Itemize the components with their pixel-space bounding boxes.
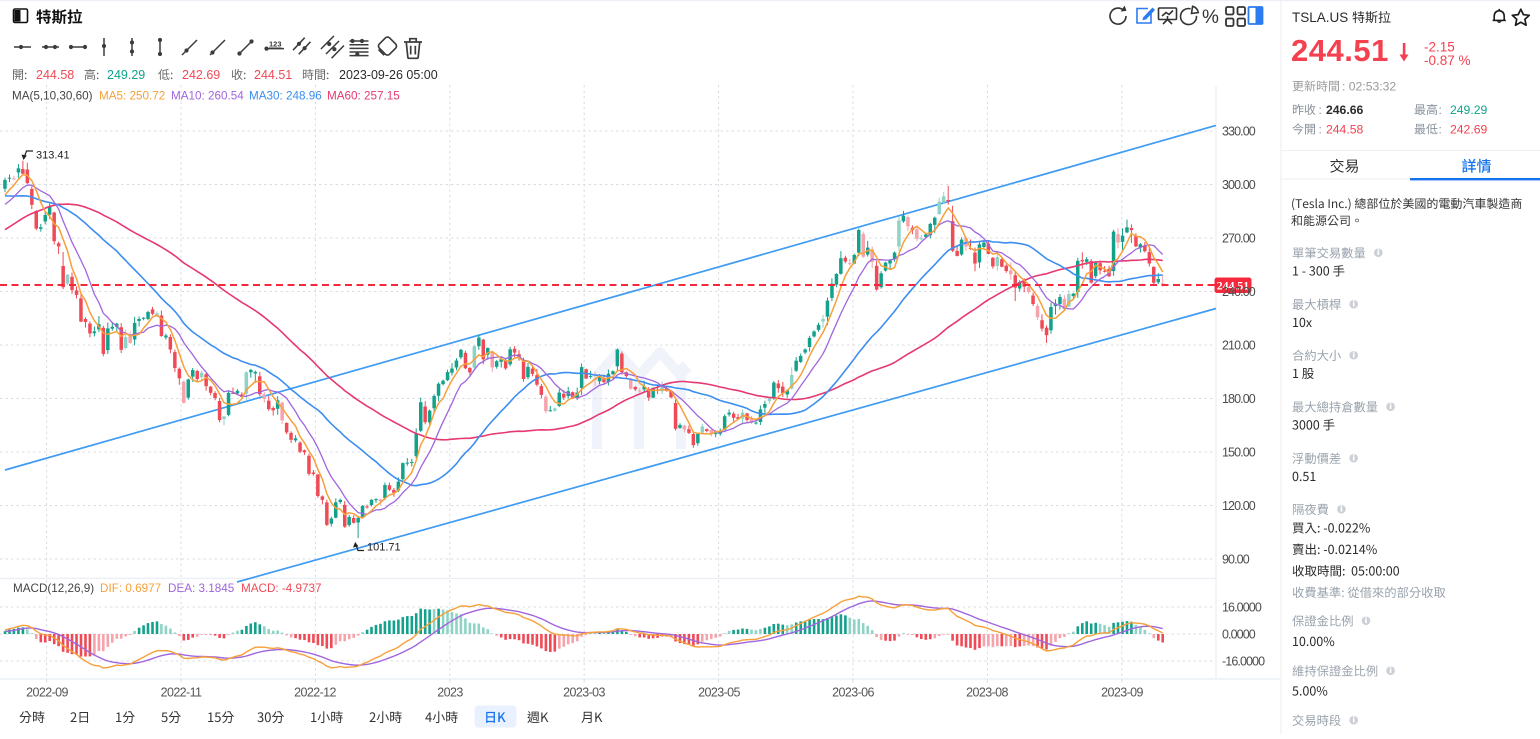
svg-text::: : <box>1439 103 1442 117</box>
svg-text:2023: 2023 <box>437 686 463 700</box>
svg-text:MA60: 257.15: MA60: 257.15 <box>327 90 400 103</box>
svg-text:300.00: 300.00 <box>1222 178 1256 192</box>
svg-text:120.00: 120.00 <box>1222 499 1256 513</box>
svg-text:330.00: 330.00 <box>1222 125 1256 139</box>
svg-text:244.51: 244.51 <box>1217 279 1250 293</box>
svg-text:249.29: 249.29 <box>1450 103 1487 117</box>
svg-text:242.69: 242.69 <box>182 68 220 82</box>
svg-text:244.51: 244.51 <box>1291 33 1389 68</box>
svg-text:150.00: 150.00 <box>1222 446 1256 460</box>
svg-text:101.71: 101.71 <box>367 542 401 554</box>
svg-text:0.0000: 0.0000 <box>1222 628 1256 642</box>
svg-text:MA(5,10,30,60): MA(5,10,30,60) <box>12 90 93 103</box>
svg-text:123: 123 <box>269 40 282 49</box>
svg-text:DIF: 0.6977: DIF: 0.6977 <box>100 582 161 595</box>
svg-text:2023-03: 2023-03 <box>563 686 605 700</box>
svg-text:DEA: 3.1845: DEA: 3.1845 <box>168 582 235 595</box>
svg-text:210.00: 210.00 <box>1222 339 1256 353</box>
svg-text:313.41: 313.41 <box>36 150 70 162</box>
svg-text::: : <box>1439 123 1442 137</box>
svg-text:2022-12: 2022-12 <box>294 686 336 700</box>
svg-text:-2.15: -2.15 <box>1424 40 1455 55</box>
svg-text:246.66: 246.66 <box>1326 103 1363 117</box>
svg-text:MACD: -4.9737: MACD: -4.9737 <box>241 582 322 595</box>
svg-text:240.00: 240.00 <box>1222 285 1256 299</box>
svg-text:16.0000: 16.0000 <box>1222 601 1262 615</box>
svg-text:2023-09-26 05:00: 2023-09-26 05:00 <box>339 68 438 82</box>
svg-text:2023-08: 2023-08 <box>966 686 1008 700</box>
svg-text:244.51: 244.51 <box>254 68 292 82</box>
svg-text:: 02:53:32: : 02:53:32 <box>1342 80 1396 94</box>
svg-text:2023-06: 2023-06 <box>832 686 874 700</box>
svg-text::: : <box>1319 123 1322 137</box>
svg-text:MA10: 260.54: MA10: 260.54 <box>171 90 244 103</box>
svg-text:270.00: 270.00 <box>1222 232 1256 246</box>
svg-text:249.29: 249.29 <box>107 68 145 82</box>
svg-text:-0.87 %: -0.87 % <box>1424 53 1471 68</box>
svg-text:2023-09: 2023-09 <box>1101 686 1143 700</box>
svg-text:242.69: 242.69 <box>1450 123 1487 137</box>
svg-text:244.58: 244.58 <box>36 68 74 82</box>
svg-text:244.58: 244.58 <box>1326 123 1363 137</box>
svg-text:2022-11: 2022-11 <box>161 686 202 700</box>
svg-text:TSLA.US: TSLA.US <box>1292 10 1348 25</box>
svg-text:%: % <box>1202 7 1219 28</box>
svg-text:MA30: 248.96: MA30: 248.96 <box>249 90 322 103</box>
svg-text::: : <box>1319 103 1322 117</box>
svg-text:90.00: 90.00 <box>1222 553 1250 567</box>
svg-text:2022-09: 2022-09 <box>26 686 68 700</box>
svg-text:MA5: 250.72: MA5: 250.72 <box>99 90 165 103</box>
svg-text:MACD(12,26,9): MACD(12,26,9) <box>13 582 94 595</box>
svg-text:-16.0000: -16.0000 <box>1222 655 1265 669</box>
svg-text:2023-05: 2023-05 <box>698 686 740 700</box>
svg-text:180.00: 180.00 <box>1222 392 1256 406</box>
